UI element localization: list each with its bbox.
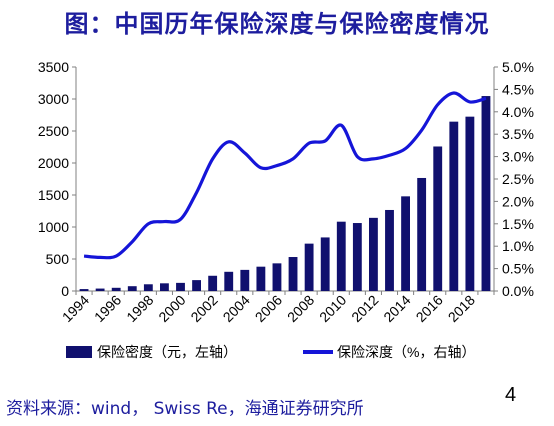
x-tick-label: 2012 [348, 292, 381, 325]
y-right-tick-label: 4.0% [502, 104, 534, 120]
bar [95, 288, 105, 291]
bar [449, 121, 459, 291]
y-left-tick-label: 500 [46, 251, 70, 267]
y-left-tick-label: 2500 [38, 123, 69, 139]
bar [369, 217, 378, 291]
bar [111, 287, 121, 291]
x-tick-label: 1996 [91, 292, 124, 325]
y-right-tick-label: 2.0% [502, 193, 534, 209]
y-right-tick-label: 2.5% [502, 171, 534, 187]
legend-line-label: 保险深度（%，右轴） [337, 344, 475, 360]
y-left-tick-label: 3000 [38, 91, 69, 107]
y-right-tick-label: 3.0% [502, 149, 534, 165]
bar [127, 286, 137, 291]
x-tick-label: 2014 [380, 292, 413, 325]
page-number: 4 [505, 384, 517, 406]
x-tick-label: 2004 [220, 292, 253, 325]
source-note: 资料来源：wind， Swiss Re，海通证券研究所 [6, 399, 364, 419]
bar [465, 116, 475, 291]
y-left-tick-label: 2000 [38, 155, 69, 171]
chart-title: 图：中国历年保险深度与保险密度情况 [64, 10, 490, 38]
bar [160, 283, 169, 291]
x-tick-label: 2008 [284, 292, 317, 325]
bar [224, 271, 234, 291]
bar [192, 280, 201, 291]
bar [385, 209, 394, 291]
x-tick-label: 2002 [187, 292, 220, 325]
legend-bar-label: 保险密度（元，左轴） [97, 344, 237, 360]
bar [481, 96, 491, 291]
bar [288, 257, 298, 291]
bar [352, 223, 362, 291]
bar [401, 196, 410, 291]
bar [272, 263, 282, 291]
bar [79, 289, 89, 291]
x-tick-label: 2006 [252, 292, 285, 325]
bar [304, 243, 314, 291]
x-tick-label: 2010 [316, 292, 349, 325]
bar [336, 221, 346, 291]
bar [143, 284, 153, 291]
bar [433, 146, 443, 291]
legend: 保险密度（元，左轴） 保险深度（%，右轴） [66, 344, 475, 360]
y-left-tick-label: 0 [61, 283, 69, 299]
legend-bar-swatch [66, 346, 92, 358]
bar [417, 177, 427, 291]
series-line [83, 91, 487, 260]
y-right-tick-label: 0.0% [502, 283, 534, 299]
y-right-tick-label: 1.5% [502, 216, 534, 232]
bar [176, 282, 185, 291]
x-tick-label: 1998 [123, 292, 156, 325]
bar [208, 275, 218, 291]
y-right-tick-label: 5.0% [502, 59, 534, 75]
x-tick-label: 2018 [445, 292, 478, 325]
plot-area: 0 500 1000 1500 2000 2500 3000 3500 0.0% 0.5% 1.0%… [38, 59, 534, 325]
y-right-tick-label: 1.0% [502, 238, 534, 254]
y-right-tick-label: 0.5% [502, 261, 534, 277]
y-left-tick-label: 3500 [38, 59, 69, 75]
y-right-tick-label: 3.5% [502, 126, 534, 142]
x-tick-label: 2000 [155, 292, 188, 325]
y-left-tick-label: 1000 [38, 219, 69, 235]
y-right-tick-label: 4.5% [502, 81, 534, 97]
bar [256, 266, 266, 291]
bar [240, 269, 250, 291]
bar [320, 237, 330, 291]
y-left-tick-label: 1500 [38, 187, 69, 203]
x-tick-label: 2016 [413, 292, 446, 325]
